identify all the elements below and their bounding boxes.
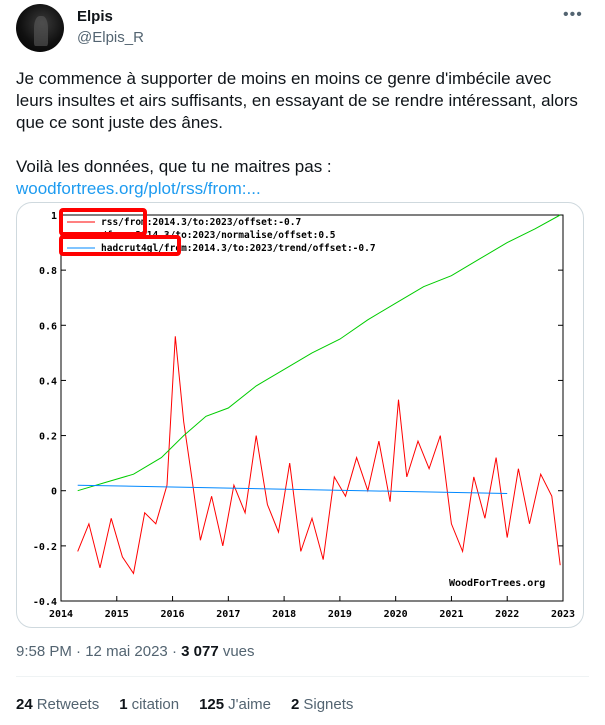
legend-entry: /from:2014.3/to:2023/normalise/offset:0.… (101, 230, 336, 241)
views-count: 3 077 (181, 643, 219, 660)
watermark: WoodForTrees.org (449, 578, 545, 589)
plot-background (60, 214, 564, 602)
tweet-link[interactable]: woodfortrees.org/plot/rss/from:... (16, 179, 261, 198)
x-tick-label: 2019 (328, 609, 352, 620)
series-line-1 (77, 336, 561, 575)
x-tick-label: 2015 (105, 609, 129, 620)
divider (16, 676, 589, 677)
y-tick-label: -0.2 (33, 542, 57, 553)
more-horizontal-icon[interactable]: ••• (563, 6, 583, 23)
series-line-2 (77, 214, 561, 492)
tweet-timestamp[interactable]: 9:58 PM · 12 mai 2023 · 3 077 vues (16, 643, 255, 660)
y-tick-label: 0 (51, 487, 57, 498)
y-tick-label: 0.6 (39, 321, 57, 332)
x-tick-label: 2020 (384, 609, 408, 620)
tweet-text: Je commence à supporter de moins en moin… (16, 68, 586, 200)
legend-entry: hadcrut4gl/from:2014.3/to:2023/trend/off… (101, 243, 376, 254)
quotes-stat[interactable]: 1 citation (119, 696, 180, 713)
x-tick-label: 2014 (49, 609, 73, 620)
y-tick-label: 0.8 (39, 266, 57, 277)
bookmarks-stat[interactable]: 2 Signets (291, 696, 354, 713)
tweet-stats: 24 Retweets 1 citation 125 J'aime 2 Signets (16, 696, 353, 713)
views-label: vues (222, 643, 255, 660)
legend-highlight-1 (59, 208, 147, 236)
x-tick-label: 2021 (439, 609, 463, 620)
x-tick-label: 2016 (161, 609, 185, 620)
avatar[interactable] (16, 4, 64, 52)
retweets-stat[interactable]: 24 Retweets (16, 696, 100, 713)
y-tick-label: 0.4 (39, 376, 57, 387)
tweet-paragraph: Je commence à supporter de moins en moin… (16, 69, 583, 132)
legend-highlight-2 (59, 235, 181, 256)
tweet-date: 12 mai 2023 (85, 643, 168, 660)
tweet-time: 9:58 PM (16, 643, 72, 660)
x-tick-label: 2023 (551, 609, 575, 620)
x-tick-label: 2022 (495, 609, 519, 620)
author-handle[interactable]: @Elpis_R (77, 29, 144, 46)
y-tick-label: 0.2 (39, 432, 57, 443)
likes-stat[interactable]: 125 J'aime (199, 696, 272, 713)
tweet-media-chart[interactable]: 1 0.8 0.6 0.4 0.2 0 -0.2 -0.4 2014 2015 2016 2017 2… (16, 202, 584, 628)
chart: 1 0.8 0.6 0.4 0.2 0 -0.2 -0.4 2014 2015 2016 2017 2… (33, 208, 575, 620)
series-line-3 (77, 484, 508, 494)
x-tick-label: 2018 (272, 609, 296, 620)
y-tick-label: -0.4 (33, 597, 57, 608)
author-name[interactable]: Elpis (77, 8, 113, 25)
y-tick-label: 1 (51, 211, 57, 222)
tweet-paragraph: Voilà les données, que tu ne maitres pas… (16, 157, 332, 176)
x-tick-label: 2017 (216, 609, 240, 620)
legend-entry: rss/from:2014.3/to:2023/offset:-0.7 (101, 217, 301, 228)
